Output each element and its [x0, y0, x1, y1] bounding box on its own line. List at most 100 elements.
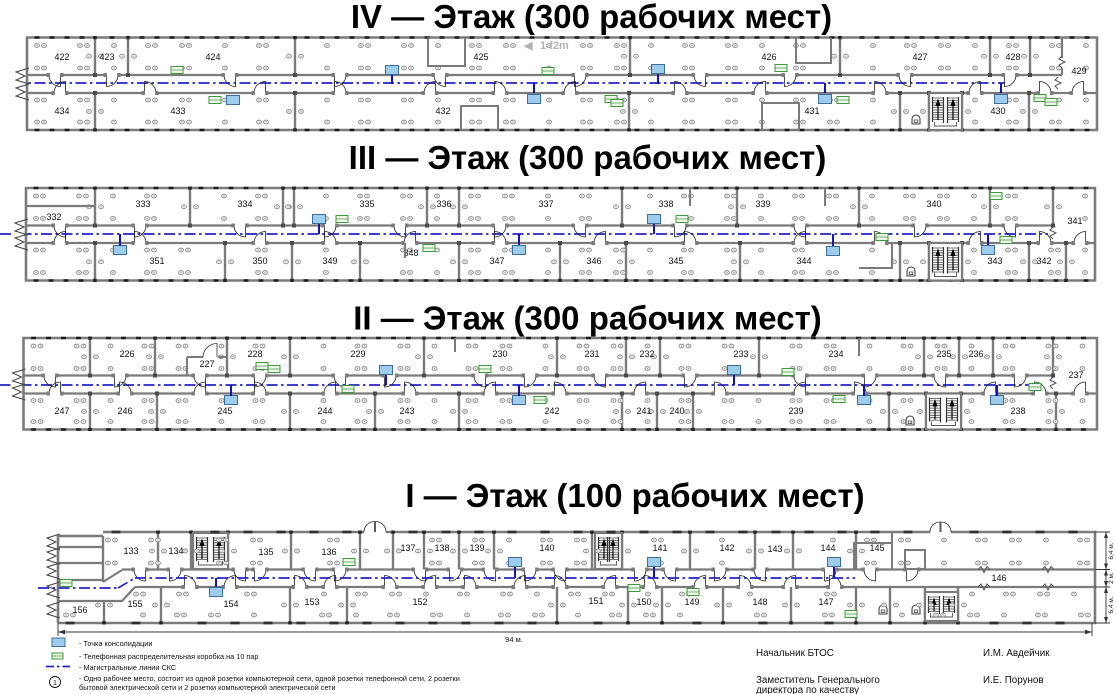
svg-text:434: 434	[54, 106, 69, 116]
svg-text:153: 153	[304, 597, 319, 607]
svg-text:237: 237	[1068, 370, 1083, 380]
svg-text:335: 335	[359, 199, 374, 209]
svg-text:152: 152	[412, 597, 427, 607]
svg-text:345: 345	[668, 256, 683, 266]
svg-text:343: 343	[987, 256, 1002, 266]
svg-text:429: 429	[1071, 66, 1086, 76]
svg-text:433: 433	[170, 106, 185, 116]
svg-text:И.Е. Порунов: И.Е. Порунов	[983, 675, 1044, 686]
svg-text:427: 427	[912, 52, 927, 62]
svg-text:94 м.: 94 м.	[505, 635, 523, 644]
svg-text:334: 334	[237, 199, 252, 209]
svg-text:- Телефонная распределительная: - Телефонная распределительная коробка н…	[79, 652, 258, 661]
svg-text:336: 336	[436, 199, 451, 209]
svg-text:243: 243	[399, 406, 414, 416]
svg-text:2 м.: 2 м.	[1108, 572, 1115, 584]
svg-text:426: 426	[761, 52, 776, 62]
svg-text:148: 148	[752, 597, 767, 607]
svg-text:342: 342	[1036, 256, 1051, 266]
svg-text:147: 147	[818, 597, 833, 607]
svg-text:II — Этаж (300 рабочих мест): II — Этаж (300 рабочих мест)	[353, 300, 821, 337]
svg-text:140: 140	[539, 543, 554, 553]
svg-text:431: 431	[804, 106, 819, 116]
svg-text:144: 144	[820, 543, 835, 553]
svg-text:155: 155	[127, 599, 142, 609]
svg-text:425: 425	[473, 52, 488, 62]
svg-text:директора по качеству: директора по качеству	[756, 685, 859, 694]
svg-text:◀: ◀	[523, 40, 533, 52]
svg-text:239: 239	[788, 406, 803, 416]
svg-text:430: 430	[990, 106, 1005, 116]
svg-text:227: 227	[199, 359, 214, 369]
svg-text:242: 242	[544, 406, 559, 416]
svg-text:143: 143	[767, 544, 782, 554]
svg-text:240: 240	[669, 406, 684, 416]
svg-text:- Одно рабочее место, состоит: - Одно рабочее место, состоит из одной р…	[79, 674, 460, 683]
svg-text:151: 151	[588, 596, 603, 606]
svg-text:154: 154	[223, 599, 238, 609]
svg-text:145: 145	[869, 543, 884, 553]
svg-text:350: 350	[252, 256, 267, 266]
svg-text:1: 1	[53, 680, 57, 687]
svg-text:230: 230	[492, 349, 507, 359]
svg-text:139: 139	[469, 543, 484, 553]
svg-text:338: 338	[658, 199, 673, 209]
svg-text:III — Этаж (300 рабочих мест): III — Этаж (300 рабочих мест)	[349, 139, 827, 176]
svg-text:247: 247	[54, 406, 69, 416]
svg-text:149: 149	[684, 597, 699, 607]
svg-text:241: 241	[636, 406, 651, 416]
svg-text:6,4 м.: 6,4 м.	[1108, 542, 1115, 559]
svg-text:428: 428	[1005, 52, 1020, 62]
svg-text:423: 423	[99, 52, 114, 62]
svg-text:347: 347	[489, 256, 504, 266]
svg-text:351: 351	[149, 256, 164, 266]
svg-text:333: 333	[135, 199, 150, 209]
svg-text:236: 236	[968, 349, 983, 359]
svg-text:424: 424	[205, 52, 220, 62]
svg-text:337: 337	[538, 199, 553, 209]
svg-text:134: 134	[168, 546, 183, 556]
svg-text:И.М. Авдейчик: И.М. Авдейчик	[983, 648, 1050, 659]
svg-text:I — Этаж (100 рабочих мест): I — Этаж (100 рабочих мест)	[405, 477, 864, 514]
svg-text:Начальник БТОС: Начальник БТОС	[756, 648, 834, 659]
svg-text:156: 156	[72, 605, 87, 615]
svg-text:231: 231	[584, 349, 599, 359]
svg-text:136: 136	[321, 547, 336, 557]
svg-text:133: 133	[123, 546, 138, 556]
svg-text:344: 344	[796, 256, 811, 266]
svg-text:226: 226	[119, 349, 134, 359]
svg-text:- Магистральные линии СКС: - Магистральные линии СКС	[79, 663, 176, 672]
svg-text:332: 332	[46, 212, 61, 222]
svg-text:1 f2m: 1 f2m	[540, 40, 569, 52]
svg-text:340: 340	[926, 199, 941, 209]
svg-text:422: 422	[54, 52, 69, 62]
svg-text:бытовой электрической сети и 2: бытовой электрической сети и 2 розетки к…	[79, 683, 336, 692]
svg-text:245: 245	[217, 406, 232, 416]
svg-text:432: 432	[435, 106, 450, 116]
svg-text:6,4 м.: 6,4 м.	[1108, 596, 1115, 613]
svg-text:349: 349	[322, 256, 337, 266]
svg-text:137: 137	[400, 543, 415, 553]
svg-text:238: 238	[1010, 406, 1025, 416]
svg-text:Заместитель Генерального: Заместитель Генерального	[756, 675, 880, 686]
svg-text:141: 141	[652, 543, 667, 553]
svg-text:244: 244	[317, 406, 332, 416]
svg-text:142: 142	[719, 543, 734, 553]
svg-text:150: 150	[636, 597, 651, 607]
svg-text:146: 146	[991, 573, 1006, 583]
svg-text:234: 234	[828, 349, 843, 359]
svg-text:341: 341	[1067, 216, 1082, 226]
svg-text:138: 138	[434, 543, 449, 553]
svg-text:346: 346	[586, 256, 601, 266]
svg-text:- Точка консолидации: - Точка консолидации	[79, 639, 152, 648]
svg-text:229: 229	[350, 349, 365, 359]
svg-text:348: 348	[403, 248, 418, 258]
svg-text:339: 339	[755, 199, 770, 209]
svg-text:228: 228	[247, 349, 262, 359]
svg-text:246: 246	[117, 406, 132, 416]
svg-text:135: 135	[258, 547, 273, 557]
svg-text:IV — Этаж (300 рабочих мест): IV — Этаж (300 рабочих мест)	[351, 0, 832, 35]
svg-text:235: 235	[936, 349, 951, 359]
svg-text:232: 232	[639, 349, 654, 359]
svg-text:233: 233	[733, 349, 748, 359]
